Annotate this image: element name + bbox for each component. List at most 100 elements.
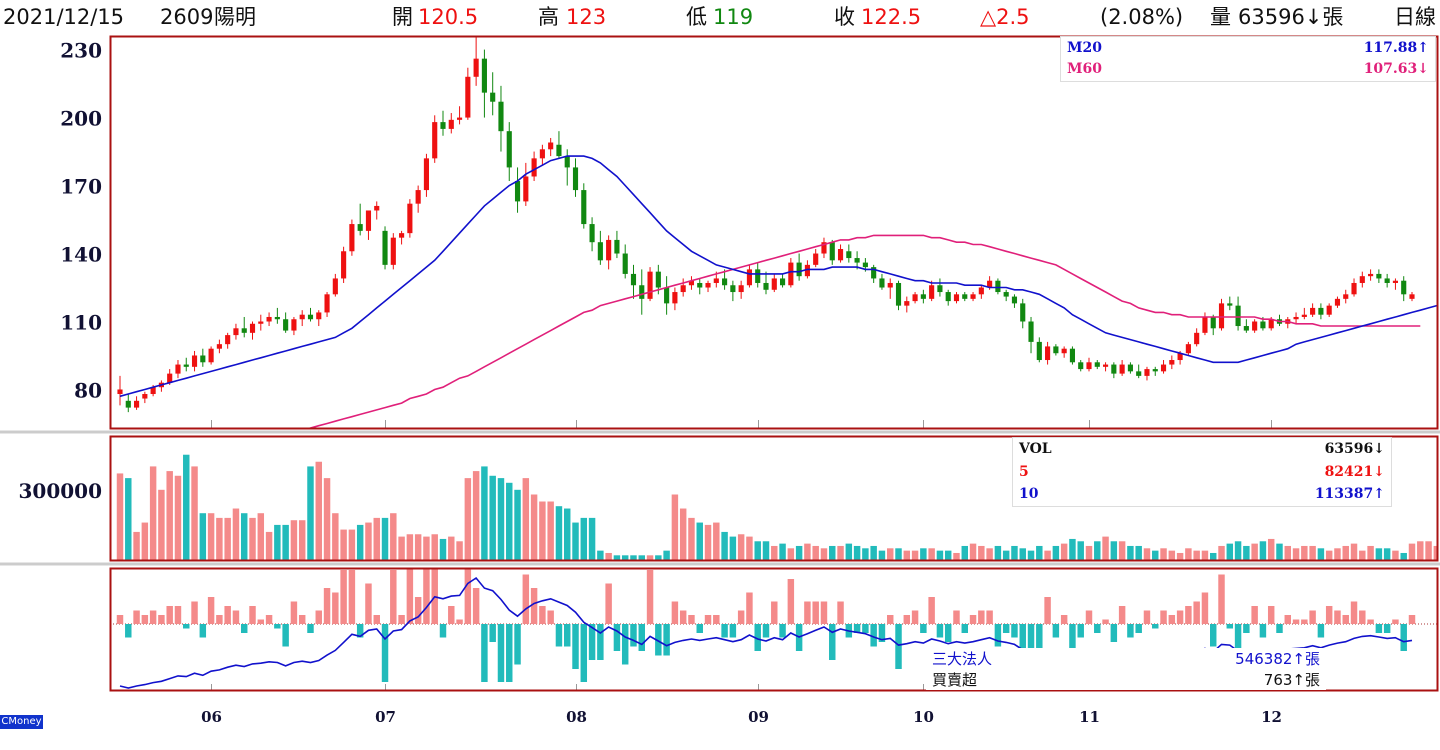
volume-bar xyxy=(456,541,463,560)
candle-body xyxy=(365,210,372,231)
volume-bar xyxy=(307,466,314,560)
candle-body xyxy=(291,319,297,331)
net-buy-bar xyxy=(1367,619,1374,624)
net-sell-bar xyxy=(1383,624,1391,633)
vol-legend-row: VOL 63596↓ xyxy=(1019,439,1385,459)
volume-bar xyxy=(572,522,579,560)
candle-body xyxy=(1160,364,1167,372)
candle-body xyxy=(490,92,496,102)
volume-bar xyxy=(887,548,894,560)
volume-bar xyxy=(762,541,770,560)
volume-bar xyxy=(978,545,985,560)
volume-panel-frame xyxy=(109,435,1439,562)
volume-bar xyxy=(356,524,364,560)
candle-body xyxy=(183,364,189,367)
candle-body xyxy=(1218,303,1225,329)
candle-body xyxy=(125,400,131,408)
net-sell-bar xyxy=(381,624,389,682)
candle-body xyxy=(664,287,670,304)
net-sell-bar xyxy=(754,624,761,651)
volume-bar xyxy=(149,466,157,560)
candle-body xyxy=(962,294,968,299)
volume-bar xyxy=(597,550,604,560)
net-buy-bar xyxy=(472,588,480,624)
candle-body xyxy=(1252,321,1258,331)
period-label: 日線 xyxy=(1394,5,1436,29)
net-sell-bar xyxy=(572,624,579,669)
volume-bar xyxy=(1425,541,1432,560)
volume-bar xyxy=(298,520,306,560)
volume-bar xyxy=(994,545,1002,560)
net-buy-bar xyxy=(530,588,538,624)
net-sell-bar xyxy=(621,624,629,665)
candle-body xyxy=(771,278,777,290)
volume-bar xyxy=(481,466,488,560)
volume-bar xyxy=(265,531,273,560)
volume-bar xyxy=(1317,548,1325,560)
price-tick-label: 110 xyxy=(60,311,102,335)
month-label: 12 xyxy=(1261,708,1282,726)
candle-body xyxy=(191,355,198,367)
volume-bar xyxy=(1094,541,1101,560)
net-sell-bar xyxy=(936,624,944,638)
net-buy-bar xyxy=(1143,610,1151,624)
ma60-line xyxy=(307,234,1421,428)
candle-body xyxy=(813,253,819,265)
candle-body xyxy=(1409,294,1415,299)
candle-body xyxy=(1177,353,1183,361)
candle-body xyxy=(274,316,280,320)
candle-body xyxy=(581,190,587,225)
candle-body xyxy=(647,271,653,299)
net-sell-bar xyxy=(1127,624,1134,638)
net-sell-bar xyxy=(878,624,886,642)
volume-bar xyxy=(539,501,546,560)
high-price: 123 xyxy=(566,5,607,29)
candle-body xyxy=(705,282,711,288)
net-sell-bar xyxy=(862,624,869,633)
net-buy-bar xyxy=(547,610,554,624)
candle-body xyxy=(614,239,620,254)
volume-bar xyxy=(630,555,637,560)
candle-body xyxy=(589,224,595,243)
candle-body xyxy=(672,292,678,304)
candle-body xyxy=(258,321,264,324)
vol5-legend-row: 5 82421↓ xyxy=(1019,462,1385,482)
volume-bar xyxy=(1044,550,1051,560)
candle-body xyxy=(1351,282,1357,295)
volume-bar xyxy=(431,534,438,560)
candle-body xyxy=(1036,341,1042,361)
candle-body xyxy=(1343,294,1349,299)
candle-body xyxy=(746,269,753,286)
net-sell-bar xyxy=(853,624,861,633)
net-buy-bar xyxy=(837,601,844,624)
volume-bar xyxy=(406,534,414,560)
volume-bar xyxy=(141,522,149,560)
volume-bar xyxy=(1210,552,1217,560)
volume-bar xyxy=(621,555,629,560)
candle-body xyxy=(382,230,388,265)
candle-body xyxy=(307,314,314,320)
volume-bar xyxy=(1367,545,1374,560)
volume-bar xyxy=(1276,543,1283,560)
price-tick-label: 170 xyxy=(60,175,102,199)
net-buy-bar xyxy=(265,615,273,624)
volume-bar xyxy=(1251,543,1258,560)
volume-bar xyxy=(746,536,753,560)
volume-bar xyxy=(530,494,538,560)
net-buy-bar xyxy=(903,615,911,624)
candle-body xyxy=(879,278,885,288)
net-buy-bar xyxy=(812,601,819,624)
candle-body xyxy=(283,319,289,331)
net-buy-bar xyxy=(390,570,397,624)
net-buy-bar xyxy=(141,615,149,624)
ma20-value: 117.88↑ xyxy=(1363,40,1429,56)
net-sell-bar xyxy=(439,624,447,638)
candle-body xyxy=(1384,278,1390,283)
volume-bar xyxy=(448,536,455,560)
candle-body xyxy=(978,287,984,295)
volume-bar xyxy=(564,508,571,560)
candle-body xyxy=(440,122,446,129)
volume-bar xyxy=(1259,541,1267,560)
net-sell-bar xyxy=(920,624,927,633)
volume-bar xyxy=(1201,550,1209,560)
